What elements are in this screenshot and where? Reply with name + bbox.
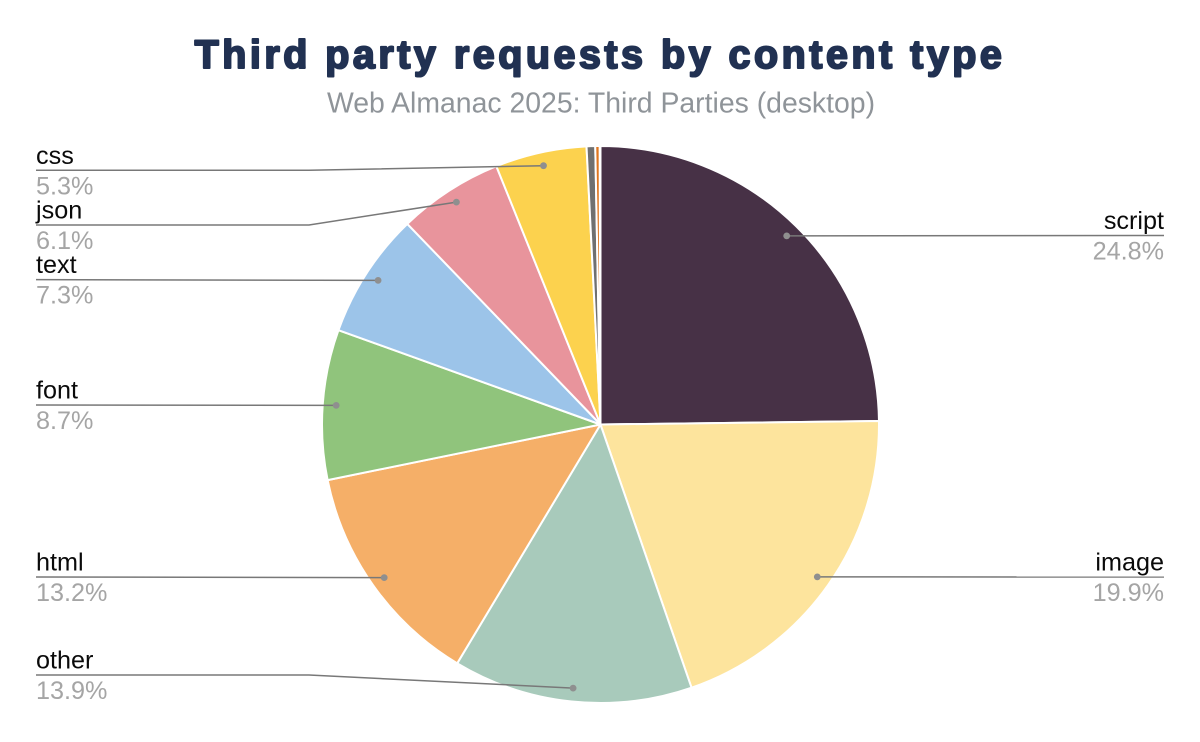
svg-text:json: json [35, 197, 82, 225]
svg-text:Third party requests by conten: Third party requests by content type [195, 33, 1006, 77]
svg-text:5.3%: 5.3% [36, 172, 93, 200]
svg-text:6.1%: 6.1% [36, 227, 93, 255]
svg-text:text: text [36, 251, 77, 279]
svg-text:13.9%: 13.9% [36, 677, 107, 705]
svg-text:image: image [1095, 549, 1164, 577]
svg-text:13.2%: 13.2% [36, 579, 107, 607]
svg-text:24.8%: 24.8% [1093, 238, 1164, 266]
svg-text:19.9%: 19.9% [1093, 579, 1164, 607]
svg-text:script: script [1104, 207, 1164, 235]
svg-text:Web Almanac 2025: Third Partie: Web Almanac 2025: Third Parties (desktop… [327, 88, 875, 120]
svg-text:css: css [36, 142, 74, 170]
svg-text:7.3%: 7.3% [36, 282, 93, 310]
svg-text:other: other [36, 647, 93, 675]
svg-text:8.7%: 8.7% [36, 407, 93, 435]
svg-text:html: html [36, 549, 84, 577]
svg-text:font: font [36, 377, 78, 405]
